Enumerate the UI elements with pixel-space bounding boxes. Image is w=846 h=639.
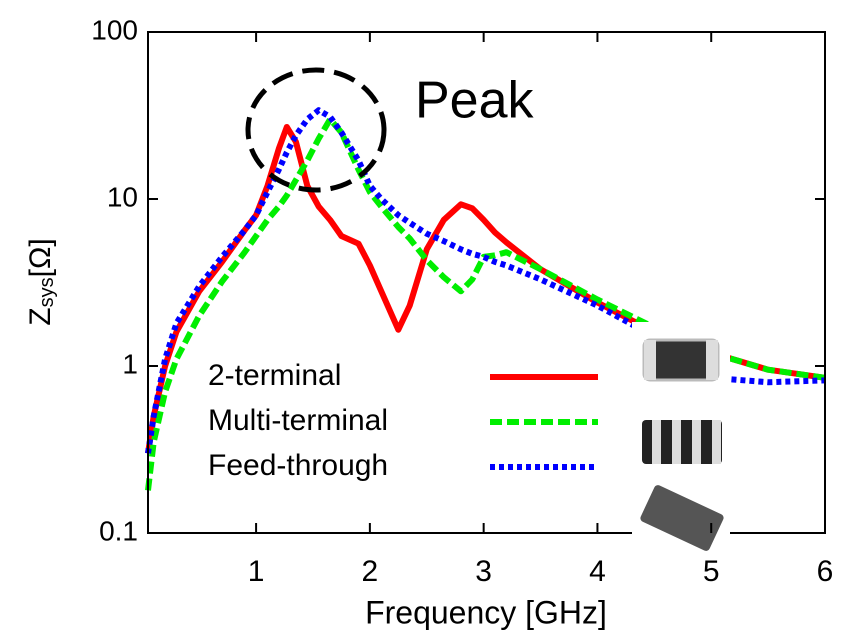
legend: 2-terminal Multi-terminal Feed-through bbox=[208, 359, 598, 482]
y-axis-label: Zsys[Ω] bbox=[24, 238, 58, 325]
legend-label: 2-terminal bbox=[208, 359, 341, 392]
x-axis-label: Frequency [GHz] bbox=[365, 594, 607, 630]
component-icons bbox=[632, 322, 730, 551]
annotation: Peak bbox=[415, 72, 535, 130]
icon-electrode bbox=[712, 420, 721, 464]
y-tick-label: 100 bbox=[91, 14, 138, 45]
y-tick-label: 1 bbox=[122, 348, 138, 379]
x-tick-label: 4 bbox=[589, 555, 606, 588]
legend-label: Feed-through bbox=[208, 449, 388, 482]
y-tick-label: 10 bbox=[107, 181, 138, 212]
icon-electrode bbox=[672, 420, 681, 464]
y-label-sub: sys bbox=[36, 277, 58, 307]
x-tick-label: 6 bbox=[817, 555, 834, 588]
peak-circle bbox=[245, 67, 387, 193]
icon-electrode bbox=[652, 420, 661, 464]
x-tick-label: 5 bbox=[703, 555, 720, 588]
icon-multi-terminal bbox=[642, 420, 722, 464]
y-label-unit: [Ω] bbox=[24, 238, 57, 277]
x-tick-label: 2 bbox=[362, 555, 379, 588]
plot-frame bbox=[147, 31, 826, 534]
icon-electrode bbox=[644, 340, 656, 380]
icon-electrode bbox=[706, 340, 718, 380]
x-tick-label: 3 bbox=[475, 555, 492, 588]
legend-label: Multi-terminal bbox=[208, 404, 388, 437]
icon-electrode bbox=[692, 420, 701, 464]
icon-feed-through bbox=[640, 485, 724, 551]
x-tick-label: 1 bbox=[248, 555, 265, 588]
series-line bbox=[145, 116, 826, 491]
y-tick-label: 0.1 bbox=[99, 515, 138, 546]
y-label-main: Z bbox=[24, 307, 57, 325]
